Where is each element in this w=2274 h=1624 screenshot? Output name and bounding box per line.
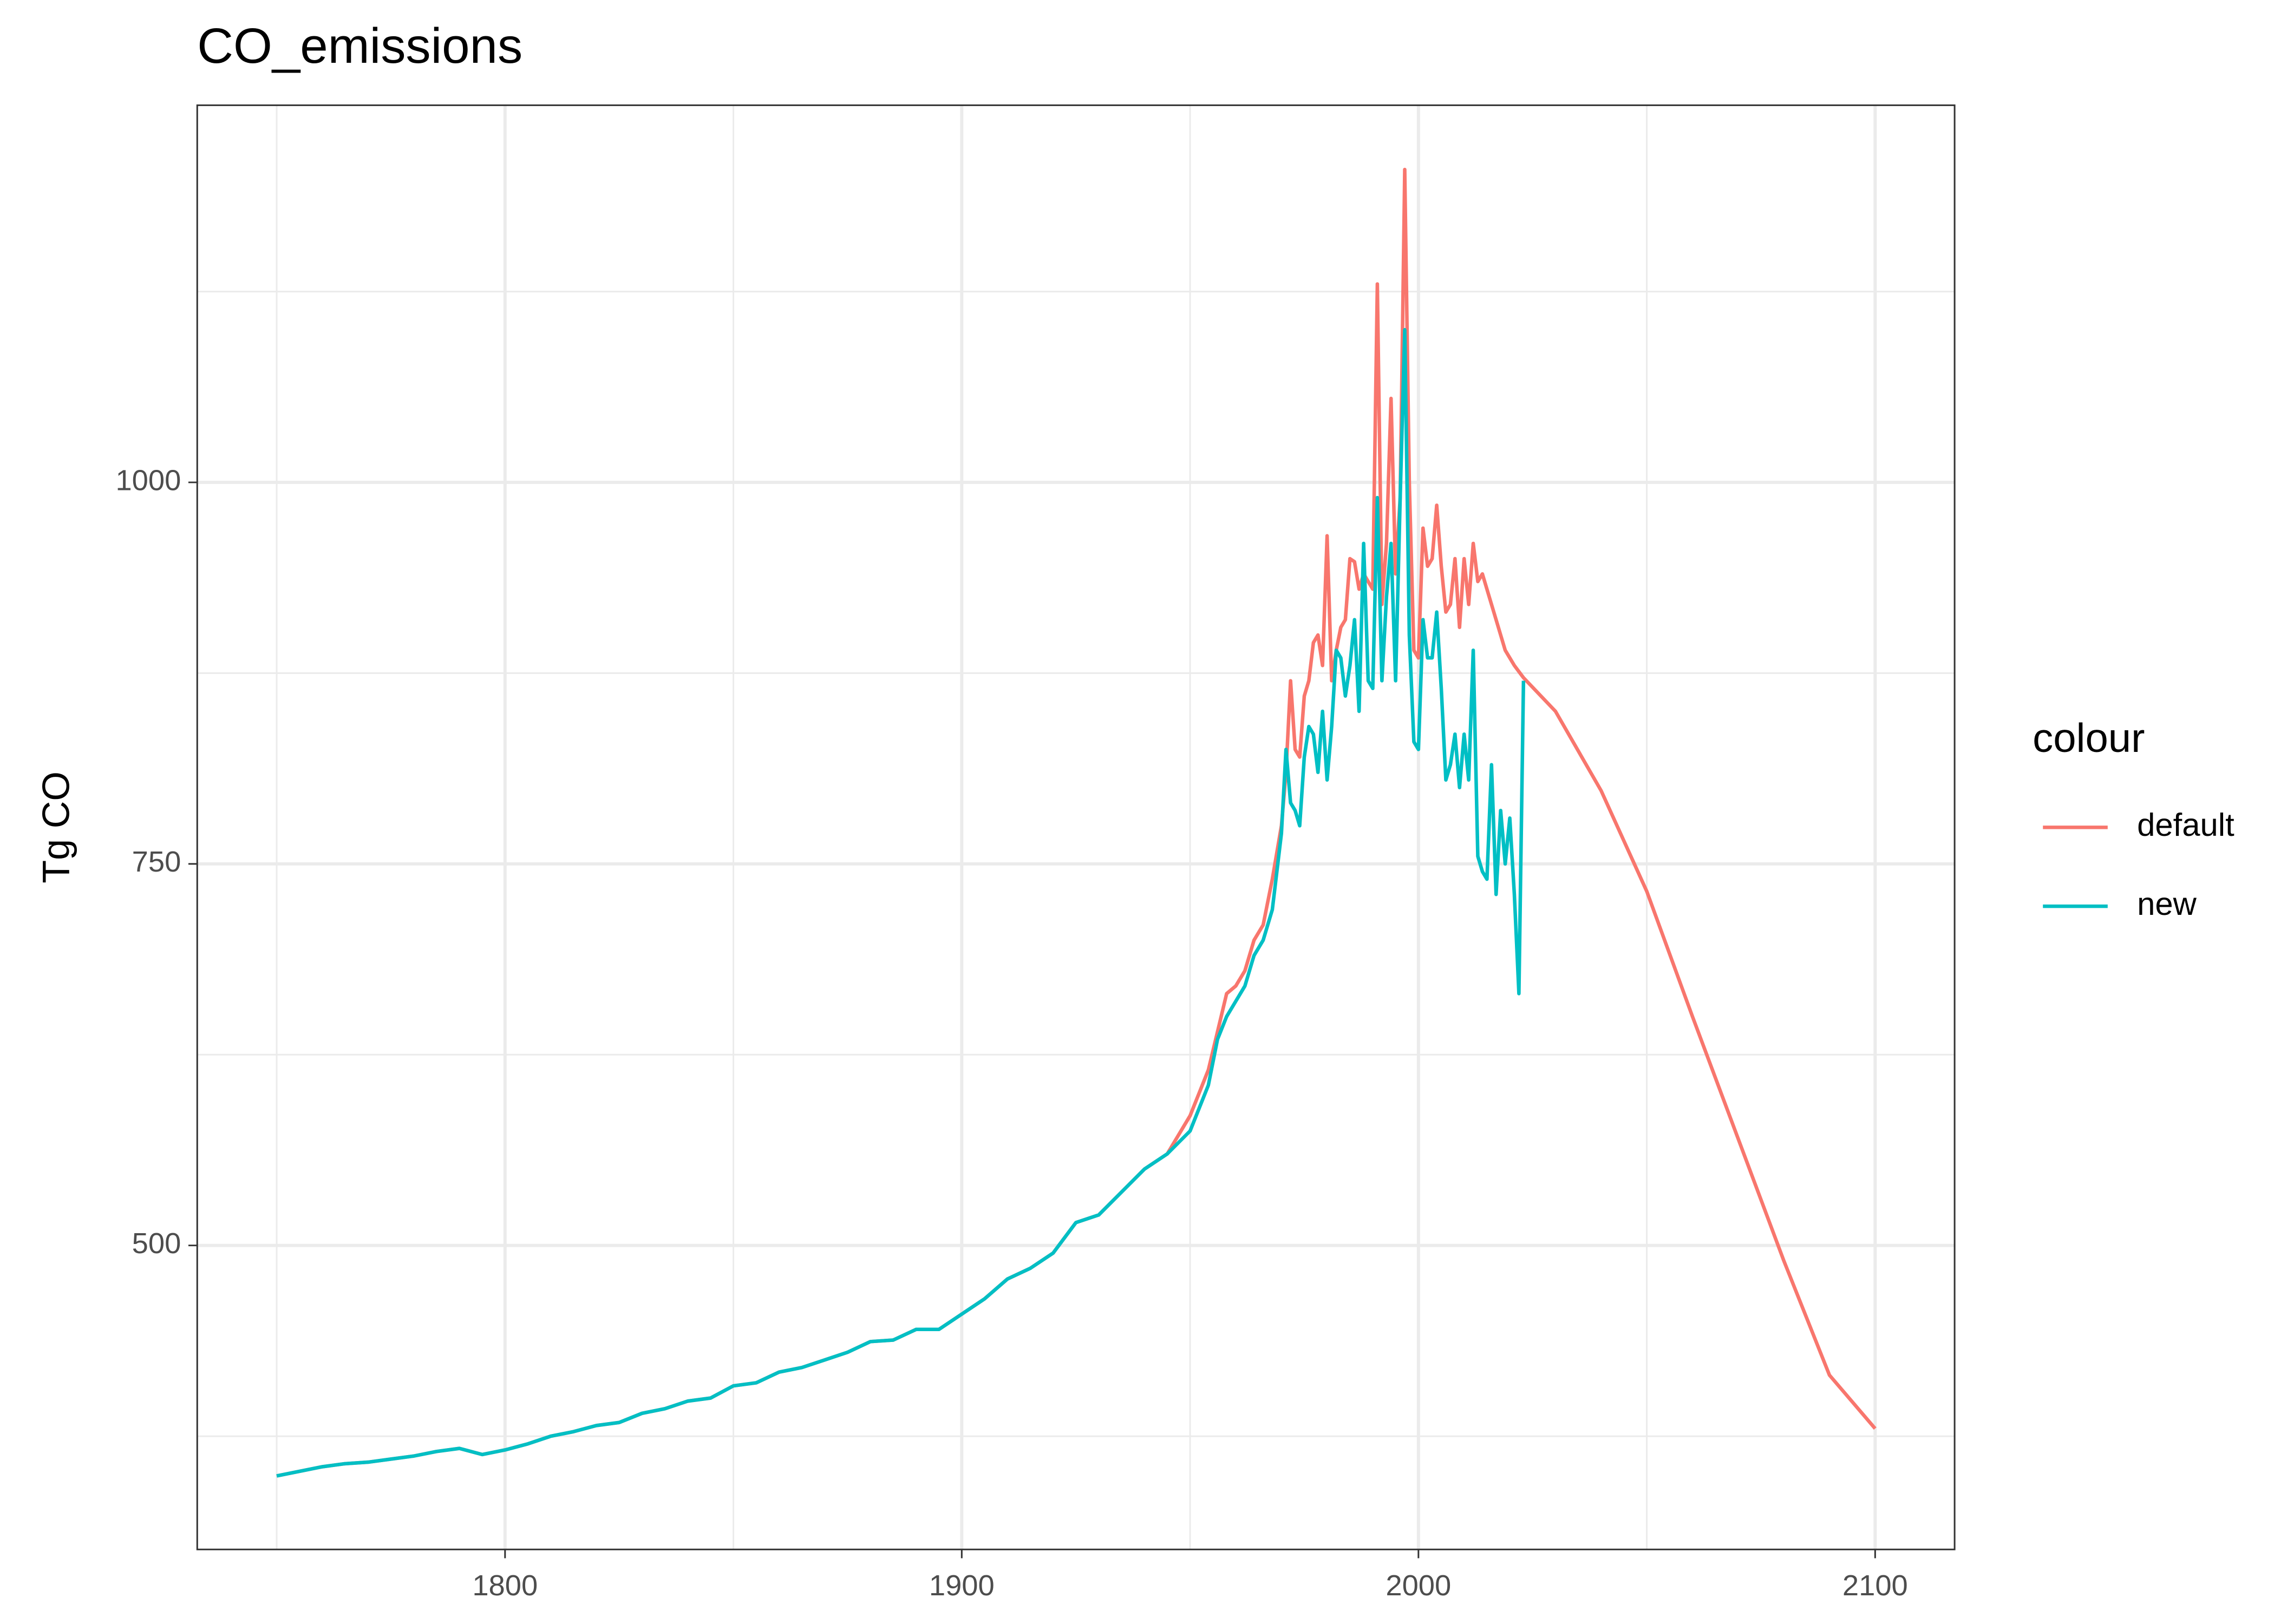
x-tick-label: 1900 bbox=[929, 1569, 995, 1602]
series-line bbox=[276, 328, 1526, 1478]
y-axis-label: Tg CO bbox=[34, 771, 77, 883]
x-tick-label: 1800 bbox=[472, 1569, 538, 1602]
legend-label: new bbox=[2137, 886, 2197, 922]
legend-title: colour bbox=[2033, 715, 2145, 761]
x-tick-label: 2000 bbox=[1386, 1569, 1451, 1602]
y-tick-label: 500 bbox=[132, 1227, 181, 1260]
x-tick-label: 2100 bbox=[1842, 1569, 1908, 1602]
y-tick-label: 1000 bbox=[115, 464, 181, 496]
chart-title: CO_emissions bbox=[197, 18, 522, 74]
legend-label: default bbox=[2137, 807, 2234, 843]
y-tick-label: 750 bbox=[132, 846, 181, 878]
plot-border bbox=[196, 104, 1956, 1550]
